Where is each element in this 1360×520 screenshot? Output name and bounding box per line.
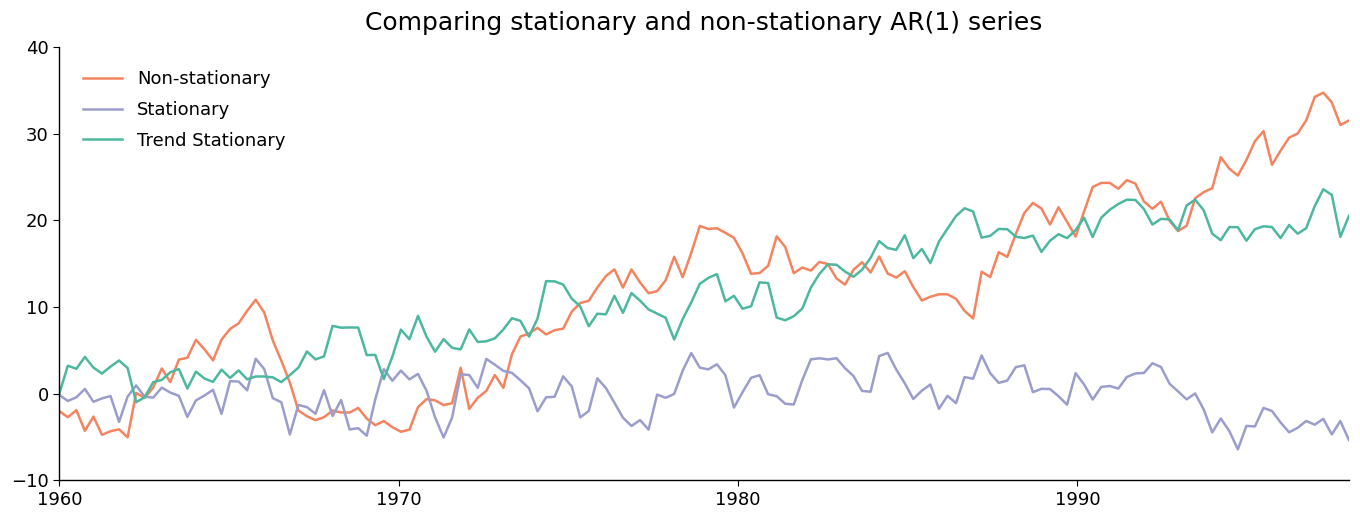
Non-stationary [384,424,400,430]
Trend Stationary [1315,186,1331,192]
Line: Trend Stationary: Trend Stationary [60,189,1349,402]
Non-stationary [94,432,110,438]
Line: Non-stationary: Non-stationary [60,93,1349,437]
Non-stationary [922,294,938,300]
Non-stationary [1341,118,1357,124]
Stationary [375,366,392,372]
Trend Stationary [52,391,68,397]
Trend Stationary [128,399,144,406]
Non-stationary [52,408,68,414]
Non-stationary [896,268,913,275]
Trend Stationary [1341,213,1357,219]
Stationary [922,381,938,387]
Legend: Non-stationary, Stationary, Trend Stationary: Non-stationary, Stationary, Trend Statio… [68,56,299,164]
Trend Stationary [922,260,938,266]
Trend Stationary [503,315,520,321]
Trend Stationary [896,232,913,238]
Stationary [896,380,913,386]
Stationary [52,392,68,398]
Stationary [94,395,110,401]
Stationary [880,350,896,356]
Stationary [1341,437,1357,443]
Trend Stationary [94,370,110,376]
Stationary [1229,446,1246,452]
Non-stationary [503,351,520,357]
Stationary [248,356,264,362]
Trend Stationary [256,373,272,380]
Title: Comparing stationary and non-stationary AR(1) series: Comparing stationary and non-stationary … [366,11,1043,35]
Non-stationary [120,434,136,440]
Trend Stationary [384,354,400,360]
Line: Stationary: Stationary [60,353,1349,449]
Non-stationary [256,309,272,316]
Stationary [495,368,511,374]
Non-stationary [1315,89,1331,96]
